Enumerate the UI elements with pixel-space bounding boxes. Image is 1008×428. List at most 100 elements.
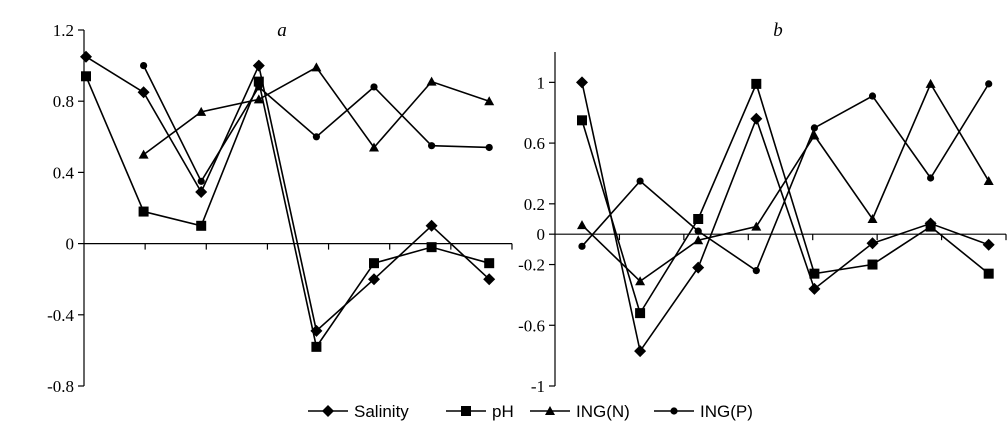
legend-label: Salinity <box>354 402 409 421</box>
data-point-salinity <box>137 86 150 99</box>
data-point-ing-p <box>927 174 935 182</box>
data-point-ph <box>311 341 322 352</box>
data-point-ing-n <box>369 142 379 152</box>
y-tick-label: -0.4 <box>47 306 74 325</box>
series-ph <box>81 71 495 352</box>
data-point-salinity <box>692 261 705 274</box>
legend-label: pH <box>492 402 514 421</box>
data-point-ing-n <box>426 76 437 86</box>
data-point-ing-n <box>925 78 936 88</box>
data-point-salinity <box>634 345 647 358</box>
y-tick-label: 0.6 <box>524 134 545 153</box>
series-ing-n <box>138 62 495 159</box>
y-tick-label: 0 <box>66 235 75 254</box>
data-point-ing-n <box>867 214 878 223</box>
data-point-salinity <box>195 185 208 198</box>
data-point-salinity <box>483 273 496 286</box>
legend-marker-square <box>461 406 471 416</box>
panel-title: a <box>277 20 287 41</box>
legend-marker-diamond <box>322 405 334 417</box>
data-point-ing-p <box>578 242 586 250</box>
data-point-ing-n <box>253 94 264 104</box>
data-point-ph <box>751 78 762 89</box>
legend-label: ING(N) <box>576 402 630 421</box>
data-point-ph <box>484 258 495 269</box>
legend-item-ph: pH <box>446 402 514 421</box>
data-point-ing-n <box>577 220 587 230</box>
y-tick-label: -0.8 <box>47 377 74 396</box>
data-point-ing-p <box>810 124 819 132</box>
data-point-ing-n <box>635 276 646 286</box>
data-point-salinity <box>252 59 265 72</box>
data-point-ing-p <box>370 83 378 91</box>
data-point-ing-p <box>140 62 148 70</box>
series-ing-n <box>577 78 994 286</box>
data-point-ing-p <box>985 80 993 88</box>
data-point-ing-n <box>809 130 820 140</box>
data-point-ph <box>809 268 820 279</box>
legend-item-ing-p: ING(P) <box>654 402 753 421</box>
data-point-ph <box>693 214 704 224</box>
series-line-ph <box>581 81 990 316</box>
data-point-ing-n <box>751 221 762 231</box>
data-point-ing-n <box>983 176 994 186</box>
y-tick-label: 0.4 <box>53 163 75 182</box>
data-point-ing-n <box>138 149 149 159</box>
data-point-salinity <box>80 50 92 63</box>
data-point-ing-n <box>196 106 207 116</box>
y-tick-label: -0.2 <box>518 256 545 275</box>
data-point-salinity <box>425 219 438 232</box>
data-point-salinity <box>866 237 879 250</box>
legend-label: ING(P) <box>700 402 753 421</box>
data-point-ing-p <box>197 177 205 185</box>
data-point-salinity <box>750 112 763 125</box>
series-line-salinity <box>581 82 989 354</box>
series-line-ing-p <box>581 83 990 272</box>
legend-item-salinity: Salinity <box>308 402 409 421</box>
data-point-ing-p <box>752 267 760 275</box>
panel-title: b <box>773 20 783 41</box>
data-point-ph <box>196 220 207 231</box>
data-point-ph <box>867 259 878 270</box>
data-point-ing-p <box>428 142 436 150</box>
data-point-ing-p <box>255 83 263 91</box>
data-point-ph <box>635 308 646 319</box>
data-point-ing-p <box>694 227 702 235</box>
legend-marker-triangle <box>545 406 555 415</box>
data-point-ing-p <box>868 92 877 100</box>
legend-item-ing-n: ING(N) <box>530 402 630 421</box>
series-ing-p <box>578 80 993 275</box>
series-salinity <box>80 50 496 337</box>
series-line-ing-n <box>143 66 490 156</box>
data-point-ph <box>138 206 149 217</box>
series-ing-p <box>140 62 493 185</box>
data-point-salinity <box>576 76 588 89</box>
data-point-ph <box>253 76 264 87</box>
y-tick-label: -0.6 <box>518 316 545 335</box>
data-point-ing-p <box>312 133 320 141</box>
data-point-ph <box>925 221 936 232</box>
y-tick-label: 0.8 <box>53 92 74 111</box>
data-point-salinity <box>808 282 821 295</box>
data-point-salinity <box>368 273 380 286</box>
panel-a: a 1.2 0.8 0.4 0 -0.4 -0.8 <box>47 20 513 396</box>
data-point-ph <box>983 268 994 279</box>
data-point-ph <box>81 71 91 82</box>
series-line-salinity <box>85 56 490 333</box>
y-tick-label: 1 <box>537 73 546 92</box>
y-tick-label: 1.2 <box>53 21 74 40</box>
panel-b: b 1 0.6 0.2 0 -0.2 -0.6 -1 <box>518 20 1007 396</box>
series-ph <box>577 78 994 319</box>
data-point-ph <box>577 115 587 126</box>
data-point-ing-p <box>636 177 644 185</box>
data-point-ing-n <box>311 62 322 72</box>
y-tick-label: -1 <box>531 377 545 396</box>
y-tick-label: 0.2 <box>524 195 545 214</box>
data-point-salinity <box>982 238 995 251</box>
data-point-ing-p <box>485 143 493 152</box>
data-point-ph <box>369 258 379 269</box>
data-point-ing-n <box>484 96 495 106</box>
series-line-ph <box>85 75 490 349</box>
